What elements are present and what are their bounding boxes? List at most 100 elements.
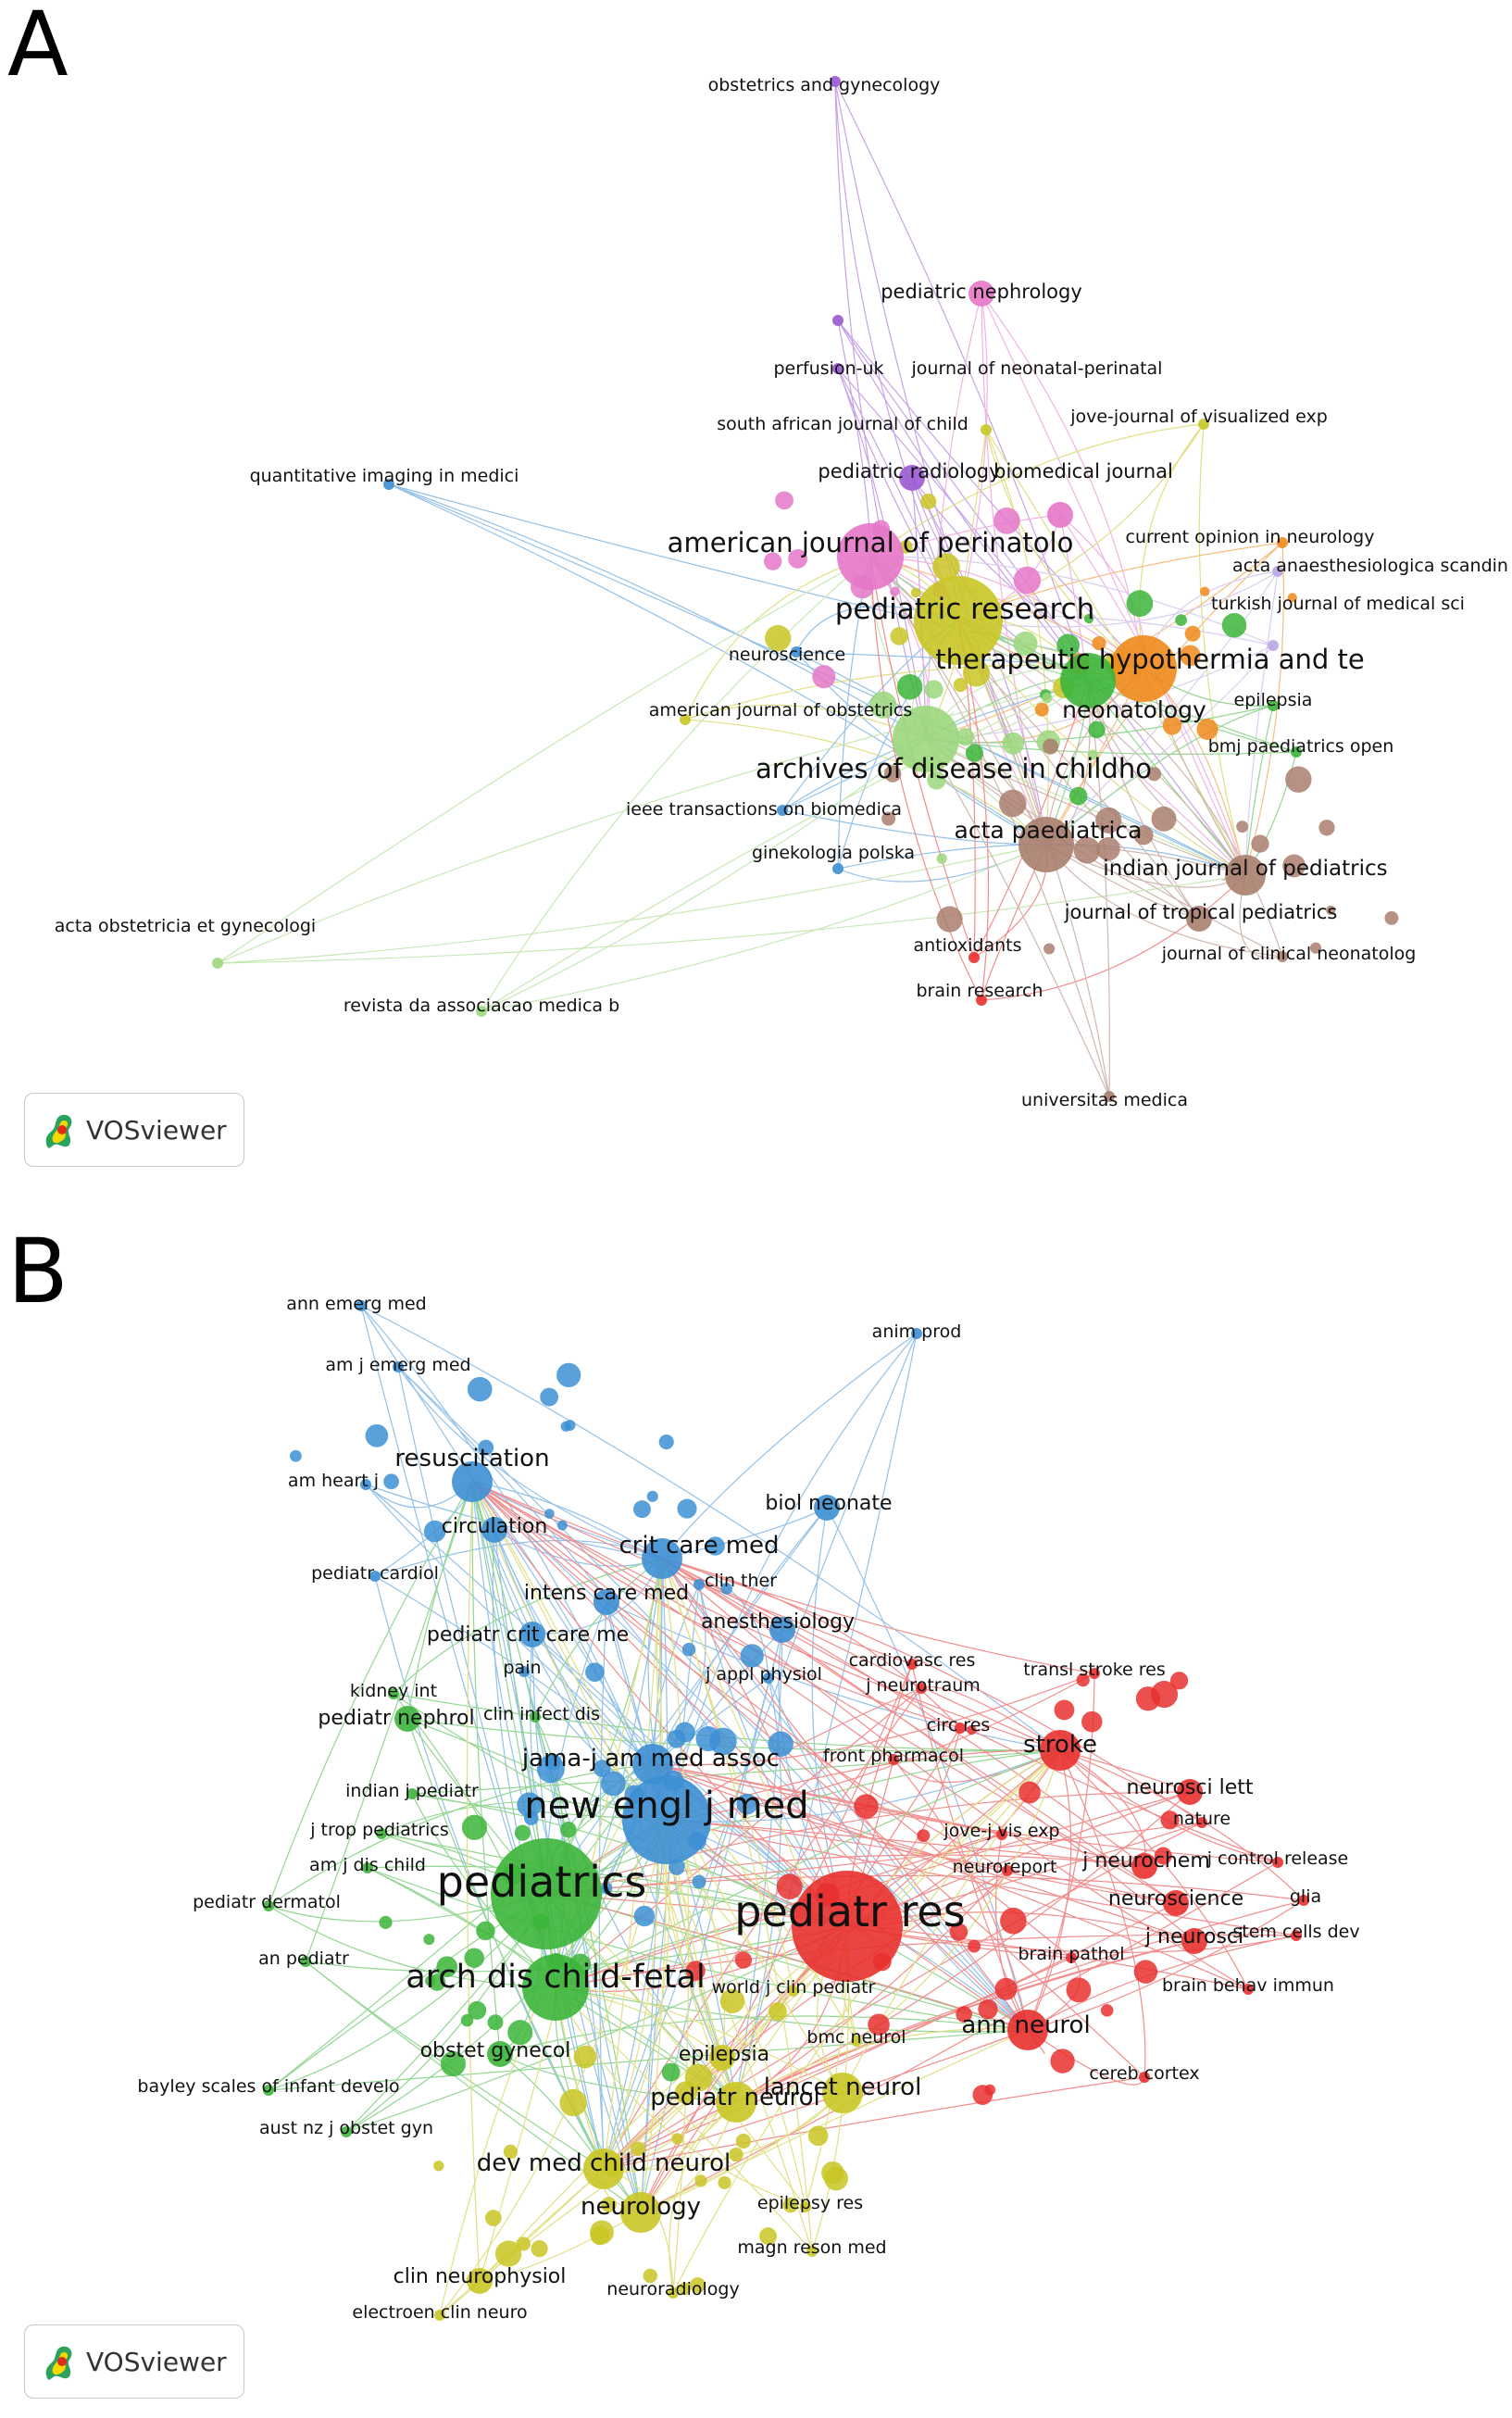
label-aust-nz-j-obstet-gyn: aust nz j obstet gyn — [259, 2118, 433, 2138]
node-neuroscience[interactable] — [1163, 1890, 1189, 1916]
node-journal-of-neonatal-perinatal[interactable] — [832, 363, 843, 374]
node-neonatology[interactable] — [1060, 653, 1116, 708]
node-brain-pathol[interactable] — [1066, 1952, 1077, 1963]
node-south-african-journal-of-child[interactable] — [981, 424, 992, 435]
node-world-j-clin-pediatr[interactable] — [788, 1986, 799, 1997]
node-american-journal-of-perinatolo[interactable] — [837, 523, 904, 590]
node-resuscitation[interactable] — [452, 1461, 493, 1502]
node-pain[interactable] — [519, 1666, 530, 1677]
node-magn-reson-med[interactable] — [806, 2246, 818, 2257]
node-biomedical-journal[interactable] — [1047, 502, 1073, 528]
node-indian-j-pediatr[interactable] — [406, 1788, 418, 1799]
node-j-neurochem[interactable] — [1131, 1853, 1157, 1879]
node-pediatr-nephrol[interactable] — [394, 1706, 420, 1732]
node-aust-nz-j-obstet-gyn[interactable] — [341, 2126, 352, 2137]
node-acta-paediatrica[interactable] — [1018, 817, 1074, 872]
node-neurology[interactable] — [620, 2192, 661, 2233]
node-antioxidants[interactable] — [968, 952, 980, 963]
node-bmj-paediatrics-open[interactable] — [1291, 746, 1302, 758]
node-lancet-neurol[interactable] — [822, 2073, 863, 2113]
node-bmc-neurol[interactable] — [851, 2036, 862, 2047]
node-pediatr-cardiol[interactable] — [369, 1571, 381, 1582]
node-dev-med-child-neurol[interactable] — [583, 2149, 624, 2189]
node-perfusion-uk[interactable] — [832, 315, 843, 326]
node-pediatric-research[interactable] — [914, 576, 1003, 665]
node-therapeutic-hypothermia-and-te[interactable] — [1110, 635, 1177, 702]
node-obstetrics-and-gynecology[interactable] — [830, 76, 841, 87]
node-j-control-release[interactable] — [1272, 1857, 1283, 1868]
node-anesthesiology[interactable] — [769, 1617, 795, 1643]
node-electroen-clin-neuro[interactable] — [434, 2310, 445, 2321]
edge — [545, 1874, 1305, 1901]
node-current-opinion-in-neurology[interactable] — [1277, 537, 1288, 548]
node-neuroreport[interactable] — [1002, 1865, 1013, 1876]
node-bayley-scales-of-infant-develo[interactable] — [263, 2085, 274, 2096]
node-j-neurosci[interactable] — [1181, 1928, 1207, 1954]
node-crit-care-med[interactable] — [642, 1538, 682, 1579]
node-an-pediatr[interactable] — [300, 1956, 311, 1967]
node-biol-neonate[interactable] — [814, 1495, 840, 1521]
node-archives-of-disease-in-childho[interactable] — [893, 706, 959, 772]
node-stem-cells-dev[interactable] — [1291, 1930, 1302, 1941]
node-pediatrics[interactable] — [491, 1838, 602, 1949]
node-indian-journal-of-pediatrics[interactable] — [1225, 855, 1266, 896]
node-brain-research[interactable] — [976, 995, 987, 1006]
node-am-j-dis-child[interactable] — [362, 1862, 373, 1873]
node-ann-emerg-med[interactable] — [356, 1300, 367, 1311]
label-ieee-transactions-on-biomedica: ieee transactions on biomedica — [626, 799, 902, 820]
node-clin-ther[interactable] — [694, 1579, 705, 1590]
node-acta-obstetricia-et-gynecologi[interactable] — [212, 958, 223, 969]
node-arch-dis-child-fetal[interactable] — [522, 1954, 589, 2021]
node-anim-prod[interactable] — [911, 1328, 922, 1339]
node-pediatric-radiology[interactable] — [899, 465, 925, 491]
node-stroke[interactable] — [1040, 1730, 1081, 1771]
node-pediatr-crit-care-me[interactable] — [519, 1622, 545, 1647]
node-epilepsia[interactable] — [1268, 700, 1279, 711]
node-pediatr-res[interactable] — [792, 1871, 903, 1982]
node-transl-stroke-res[interactable] — [1089, 1668, 1100, 1679]
node-brain-behav-immun[interactable] — [1243, 1984, 1254, 1995]
node-jama-j-am-med-assoc[interactable] — [632, 1744, 673, 1785]
node-pediatric-nephrology[interactable] — [968, 281, 994, 307]
node-journal-of-tropical-pediatrics[interactable] — [1186, 906, 1212, 932]
node-clin-neurophysiol[interactable] — [467, 2268, 493, 2294]
node-epilepsy-res[interactable] — [800, 2201, 811, 2212]
node-intens-care-med[interactable] — [594, 1589, 619, 1615]
node-kidney-int[interactable] — [388, 1688, 399, 1699]
node-clin-infect-dis[interactable] — [530, 1711, 541, 1723]
node-neuroscience[interactable] — [791, 646, 802, 658]
node-j-appl-physiol[interactable] — [763, 1673, 774, 1684]
node-revista-da-associacao-medica-b[interactable] — [476, 1006, 487, 1017]
minor-node — [994, 1977, 1018, 2000]
node-turkish-journal-of-medical-sci[interactable] — [1268, 640, 1279, 651]
node-ginekologia-polska[interactable] — [832, 863, 843, 874]
node-pediatr-dermatol[interactable] — [263, 1900, 274, 1911]
node-circulation[interactable] — [481, 1517, 507, 1543]
node-nature[interactable] — [1196, 1817, 1207, 1828]
node-universitas-medica[interactable] — [1104, 1091, 1115, 1102]
node-front-pharmacol[interactable] — [888, 1754, 899, 1765]
node-jove-journal-of-visualized-exp[interactable] — [1198, 419, 1209, 430]
node-neuroradiology[interactable] — [668, 2287, 679, 2299]
node-acta-anaesthesiologica-scandin[interactable] — [1272, 566, 1283, 577]
node-am-heart-j[interactable] — [360, 1479, 371, 1490]
node-jove-j-vis-exp[interactable] — [996, 1829, 1007, 1840]
node-neurosci-lett[interactable] — [1177, 1779, 1203, 1805]
node-new-engl-j-med[interactable] — [622, 1775, 711, 1864]
node-cardiovasc-res[interactable] — [906, 1659, 918, 1670]
node-j-trop-pediatrics[interactable] — [376, 1828, 387, 1839]
node-cereb-cortex[interactable] — [1139, 2072, 1150, 2083]
node-am-j-emerg-med[interactable] — [393, 1361, 404, 1372]
node-quantitative-imaging-in-medici[interactable] — [383, 479, 394, 490]
node-journal-of-clinical-neonatolog[interactable] — [1277, 951, 1288, 962]
node-obstet-gynecol[interactable] — [487, 2041, 513, 2067]
node-american-journal-of-obstetrics[interactable] — [680, 714, 691, 725]
node-circ-res[interactable] — [955, 1723, 966, 1734]
node-j-neurotraum[interactable] — [916, 1683, 927, 1694]
node-ieee-transactions-on-biomedica[interactable] — [777, 805, 788, 816]
node-pediatr-neurol[interactable] — [716, 2082, 756, 2123]
edge — [661, 1558, 1145, 1867]
node-epilepsia[interactable] — [709, 2045, 735, 2071]
node-ann-neurol[interactable] — [1007, 2010, 1048, 2050]
node-glia[interactable] — [1298, 1895, 1309, 1906]
